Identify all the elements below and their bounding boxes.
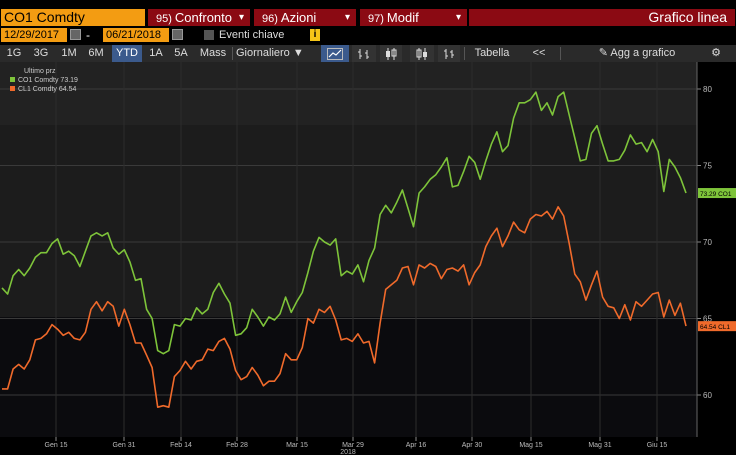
table-button[interactable]: Tabella [474,47,510,59]
chart-toolbar: 1G 3G 1M 6M YTD 1A 5A Mass Giornaliero ▼… [0,45,736,62]
last-value-text: 73.29 CO1 [700,191,732,198]
x-tick-label: Apr 16 [406,442,427,449]
toolbar-divider [560,47,561,60]
date-separator: - [86,28,90,42]
period-3g[interactable]: 3G [33,47,49,59]
start-date-input[interactable]: 12/29/2017 [1,28,67,42]
price-chart[interactable]: 60 65 70 75 80 Gen 15 Gen 31 Feb 14 Feb 28 Mar 1… [0,62,736,455]
period-ytd[interactable]: YTD [112,45,142,62]
gear-icon[interactable]: ⚙ [711,47,721,59]
bar-chart-icon[interactable] [438,45,460,62]
menu-label: Confronto [174,10,232,25]
collapse-button[interactable]: << [532,47,546,59]
period-1m[interactable]: 1M [61,47,77,59]
last-value-labels: 73.29 CO1 64.54 CL1 [698,188,736,332]
last-value-tag [698,188,736,199]
legend: Ultimo prz CO1 Comdty 73.19 CL1 Comdty 6… [10,68,78,93]
y-tick-label: 60 [703,391,712,400]
info-icon[interactable]: i [310,29,320,41]
last-value-tag [698,321,736,332]
x-tick-label: Mag 31 [588,442,611,449]
calendar-icon[interactable] [172,29,183,40]
x-tick-label: Gen 31 [113,442,136,449]
y-tick-label: 80 [703,85,712,94]
series-line-cl1 [2,206,687,409]
legend-swatch-co1 [10,77,15,82]
period-max[interactable]: Mass [199,47,227,59]
legend-entry-cl1: CL1 Comdty 64.54 [18,86,76,93]
menu-label: Azioni [280,10,317,25]
legend-swatch-cl1 [10,86,15,91]
last-value-text: 64.54 CL1 [700,324,730,331]
compare-menu-button[interactable]: 95) Confronto ▾ [148,9,250,26]
key-events-checkbox[interactable] [204,30,214,40]
frequency-label: Giornaliero [236,47,290,59]
ohlc-bar-icon[interactable] [352,45,376,62]
key-events-label: Eventi chiave [219,29,285,41]
y-tick-label: 75 [703,162,712,171]
x-tick-label: Feb 28 [226,442,248,449]
end-date-input[interactable]: 06/21/2018 [103,28,169,42]
frequency-select[interactable]: Giornaliero ▼ [234,45,314,62]
legend-co1-name: CO1 Comdty [18,77,59,84]
x-tick-label: Giu 15 [647,442,668,449]
series-lines [1,91,687,409]
menu-number: 96) [262,13,278,25]
ticker-field[interactable]: CO1 Comdty [1,9,145,26]
plot-band-top [0,62,697,125]
pencil-icon: ✎ [598,47,608,59]
chevron-down-icon: ▾ [455,12,461,23]
toolbar-divider [232,47,233,60]
legend-entry-co1: CO1 Comdty 73.19 [18,77,78,84]
top-bar: CO1 Comdty 95) Confronto ▾ 96) Azioni ▾ 97… [0,0,736,28]
period-6m[interactable]: 6M [88,47,104,59]
period-5a[interactable]: 5A [174,47,188,59]
add-to-chart-button[interactable]: ✎ Agg a grafico [578,45,696,62]
x-year-label: 2018 [340,449,356,455]
x-tick-label: Gen 15 [45,442,68,449]
menu-number: 97) [368,13,384,25]
view-title[interactable]: Grafico linea [469,9,735,26]
add-to-chart-label: Agg a grafico [610,47,676,59]
toolbar-divider [464,47,465,60]
calendar-icon[interactable] [70,29,81,40]
y-tick-label: 70 [703,238,712,247]
series-line-co1 [1,91,687,355]
menu-label: Modif [386,10,419,25]
candlestick-icon[interactable] [380,45,402,62]
x-axis: Gen 15 Gen 31 Feb 14 Feb 28 Mar 15 Mar 29 Apr … [45,437,668,455]
menu-number: 95) [156,13,172,25]
caret-down-icon: ▼ [292,47,304,59]
chevron-down-icon: ▾ [344,12,350,23]
line-chart-icon[interactable] [321,45,349,62]
date-range-row: 12/29/2017 - 06/21/2018 Eventi chiave i [0,28,736,44]
legend-co1-value: 73.19 [60,77,78,84]
x-tick-label: Mag 15 [519,442,542,449]
legend-cl1-name: CL1 Comdty [18,86,57,93]
edit-menu-button[interactable]: 97) Modif ▾ [360,9,467,26]
y-tick-label: 65 [703,315,712,324]
actions-menu-button[interactable]: 96) Azioni ▾ [254,9,356,26]
y-axis: 60 65 70 75 80 [696,62,712,437]
x-tick-label: Mar 29 [342,442,364,449]
period-1a[interactable]: 1A [149,47,163,59]
candle-outline-icon[interactable] [410,45,434,62]
period-1g[interactable]: 1G [6,47,22,59]
legend-cl1-value: 64.54 [59,86,77,93]
x-tick-label: Mar 15 [286,442,308,449]
legend-title: Ultimo prz [24,68,56,75]
x-tick-label: Apr 30 [462,442,483,449]
x-tick-label: Feb 14 [170,442,192,449]
chevron-down-icon: ▾ [238,12,244,23]
